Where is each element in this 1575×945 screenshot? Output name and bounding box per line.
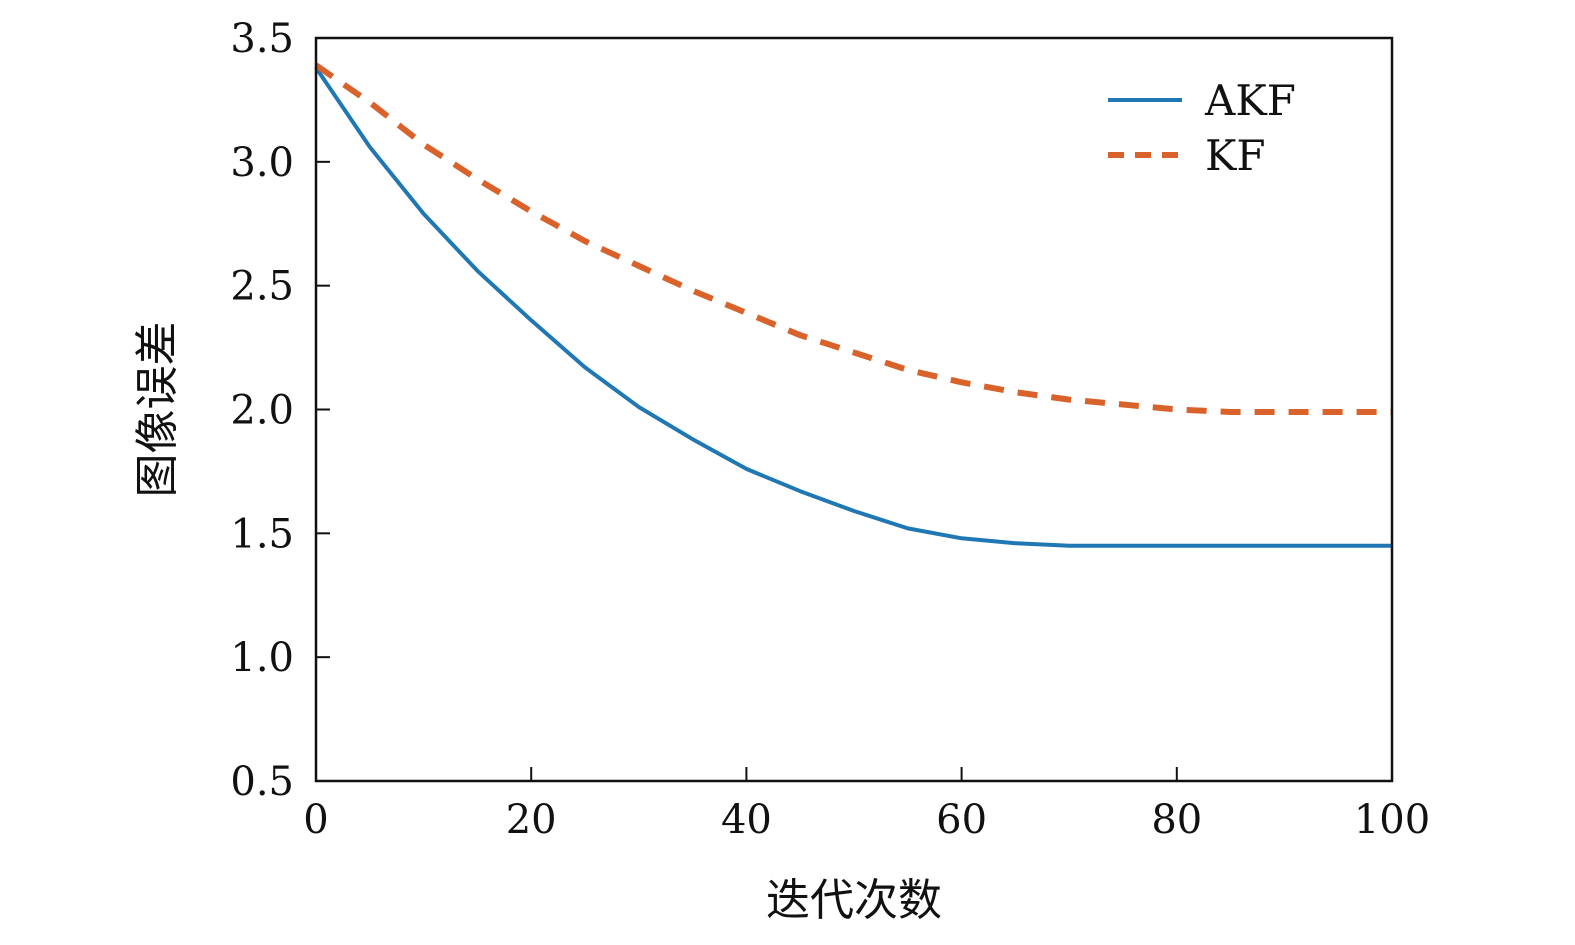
legend-label-akf: AKF bbox=[1204, 76, 1296, 125]
y-tick-label: 3.0 bbox=[230, 140, 294, 186]
x-tick-label: 80 bbox=[1151, 797, 1202, 843]
x-tick-label: 100 bbox=[1354, 797, 1430, 843]
y-tick-label: 1.5 bbox=[230, 511, 294, 557]
x-tick-label: 60 bbox=[936, 797, 987, 843]
ticks-layer: 0 20 40 60 80 100 0.5 1.0 1.5 2.0 2.5 3.0 3.5 bbox=[230, 16, 1430, 843]
series-line-akf bbox=[314, 66, 1392, 548]
y-tick-label: 1.0 bbox=[230, 635, 294, 681]
series-line-kf bbox=[314, 62, 1392, 415]
x-axis-title: 迭代次数 bbox=[766, 875, 942, 926]
series-layer bbox=[314, 62, 1392, 548]
legend-label-kf: KF bbox=[1205, 131, 1266, 180]
y-tick-label: 2.0 bbox=[230, 388, 294, 434]
x-tick-label: 0 bbox=[303, 797, 328, 843]
y-axis-title: 图像误差 bbox=[132, 322, 183, 498]
x-tick-label: 20 bbox=[506, 797, 557, 843]
y-tick-label: 0.5 bbox=[230, 759, 294, 805]
y-tick-label: 2.5 bbox=[230, 264, 294, 310]
legend: AKF KF bbox=[1108, 76, 1296, 180]
x-tick-label: 40 bbox=[721, 797, 772, 843]
y-tick-label: 3.5 bbox=[230, 16, 294, 62]
